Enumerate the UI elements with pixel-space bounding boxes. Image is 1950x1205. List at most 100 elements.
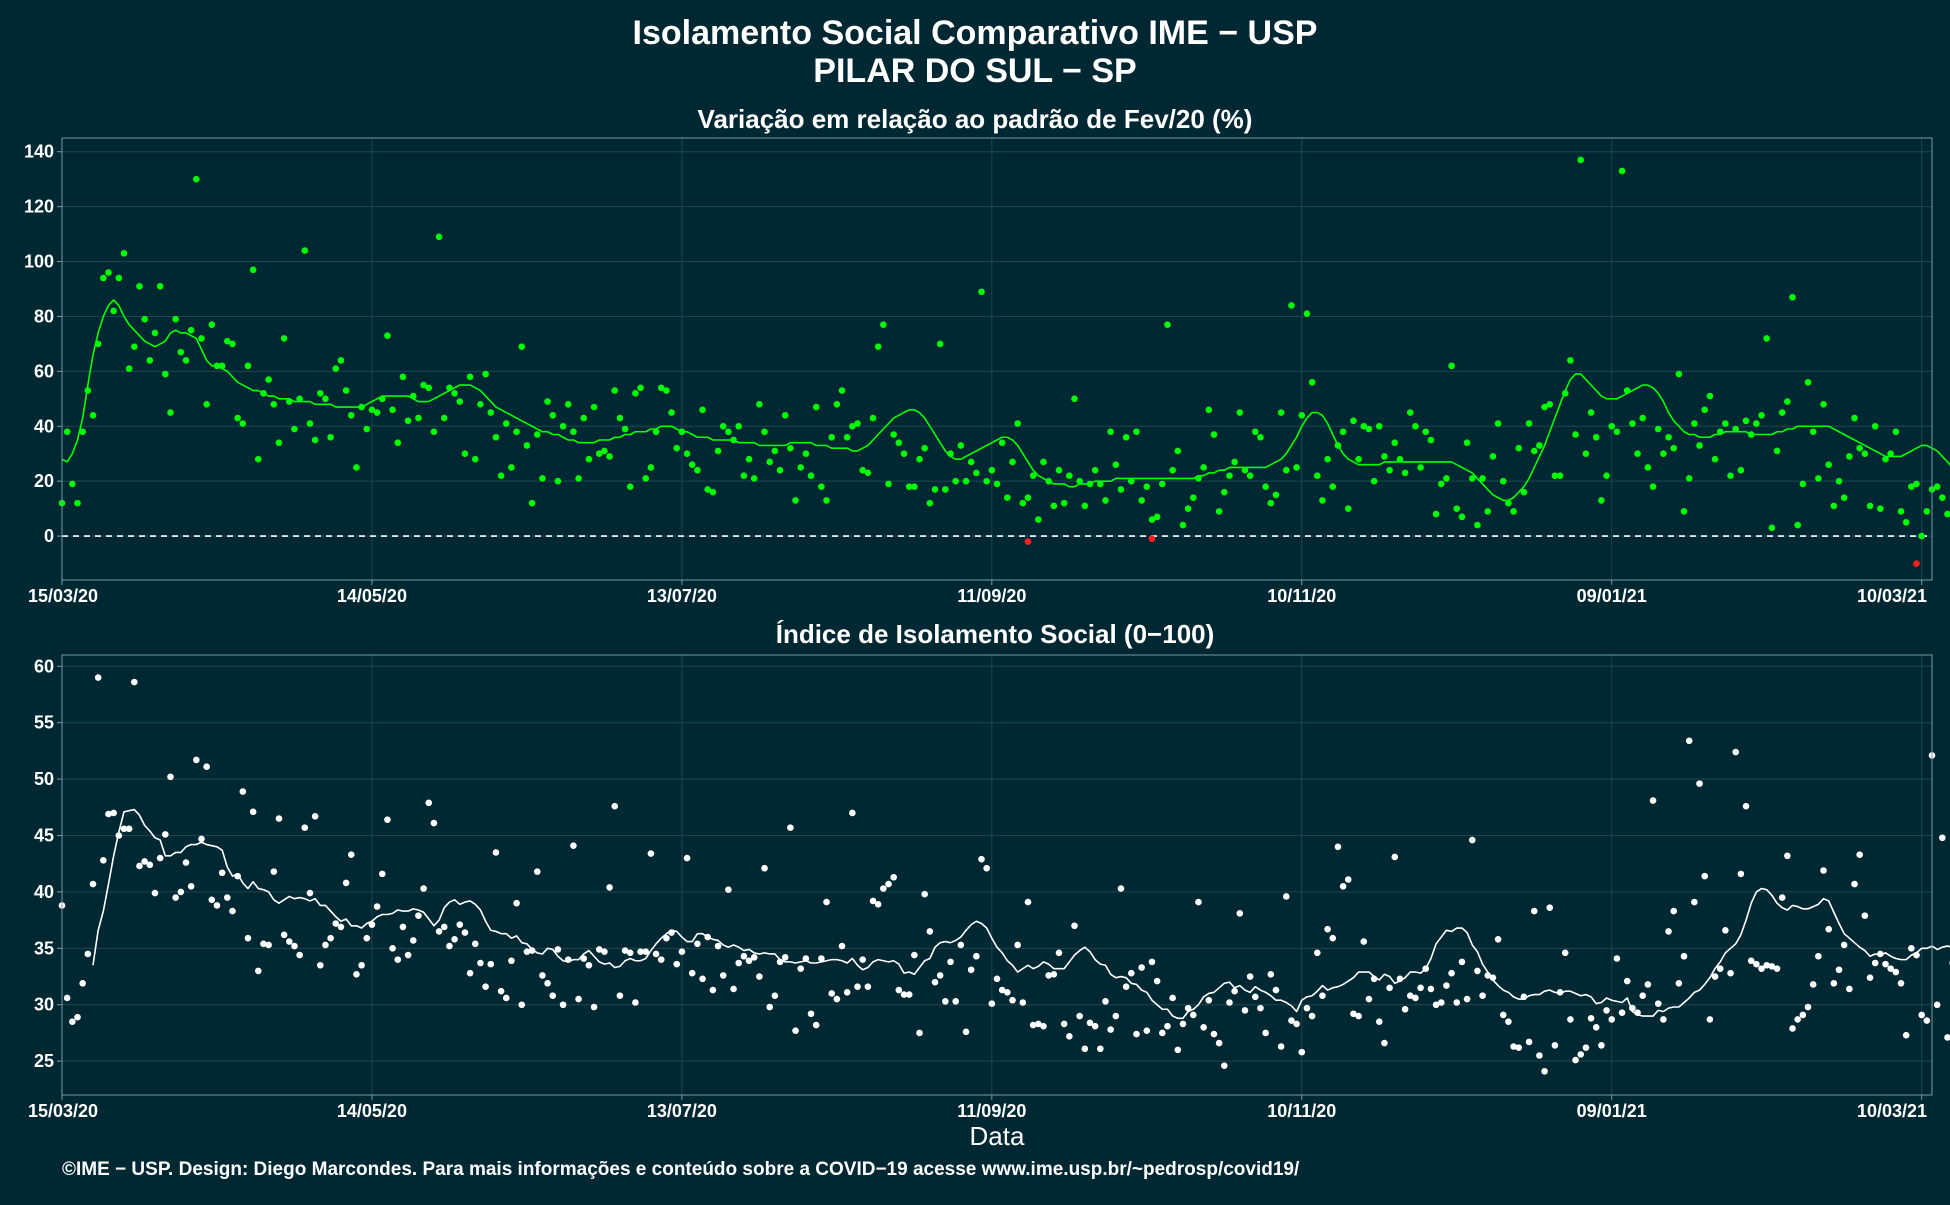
index-daily-point (187, 882, 195, 890)
variation-daily-point (1809, 428, 1817, 436)
index-daily-point (1081, 1045, 1089, 1053)
index-daily-point (828, 990, 835, 997)
index-daily-point (1846, 985, 1853, 993)
variation-daily-point (818, 483, 825, 490)
index-daily-point (1014, 941, 1021, 949)
index-daily-point (1112, 1012, 1120, 1020)
index-daily-point (275, 815, 283, 822)
variation-daily-point (683, 450, 691, 458)
index-daily-point (585, 961, 593, 969)
variation-daily-points (58, 156, 1950, 567)
variation-daily-point (1122, 433, 1130, 441)
variation-daily-point (1174, 447, 1182, 455)
variation-daily-point (1463, 439, 1471, 447)
variation-daily-point (1525, 420, 1533, 427)
variation-daily-point (244, 362, 252, 370)
variation-daily-point (1825, 461, 1832, 469)
variation-daily-point (1541, 403, 1548, 411)
index-y-tick-label: 25 (34, 1051, 54, 1071)
variation-daily-point (1381, 453, 1388, 460)
index-daily-point (1024, 898, 1032, 906)
index-daily-point (399, 923, 407, 931)
index-daily-point (931, 978, 939, 986)
variation-daily-point (451, 390, 458, 397)
variation-daily-point (575, 475, 582, 482)
variation-daily-point (1365, 425, 1373, 433)
variation-daily-point (394, 439, 402, 447)
variation-daily-point (1102, 497, 1109, 504)
variation-daily-point (952, 477, 959, 485)
variation-daily-point (1603, 472, 1610, 479)
variation-daily-point (1711, 455, 1719, 463)
index-daily-point (63, 994, 71, 1002)
index-daily-point (1799, 1011, 1807, 1019)
variation-daily-point (750, 475, 758, 482)
variation-daily-point (1804, 379, 1812, 386)
index-daily-point (1417, 984, 1424, 992)
index-daily-point (1375, 1018, 1383, 1025)
index-daily-point (1329, 934, 1337, 942)
index-daily-point (1654, 1000, 1662, 1007)
index-daily-point (838, 942, 846, 950)
variation-daily-point (1773, 447, 1781, 455)
index-daily-point (1711, 973, 1719, 980)
index-daily-point (1902, 1031, 1910, 1039)
variation-daily-point (1391, 439, 1399, 447)
index-daily-point (962, 1028, 970, 1036)
variation-daily-point (1164, 321, 1171, 328)
index-daily-point (1035, 1020, 1042, 1028)
index-moving-average (92, 808, 1950, 1020)
index-daily-point (1494, 936, 1502, 943)
variation-daily-point (1339, 428, 1347, 436)
index-daily-point (1267, 970, 1275, 978)
variation-daily-point (699, 406, 706, 414)
variation-daily-point (172, 315, 179, 323)
index-daily-point (1582, 1044, 1590, 1051)
index-daily-point (89, 880, 97, 888)
variation-daily-point (1329, 483, 1337, 490)
variation-daily-point (1169, 466, 1176, 474)
index-daily-point (69, 1018, 76, 1025)
variation-daily-point (1515, 444, 1523, 452)
index-daily-point (854, 983, 861, 990)
variation-daily-point (446, 384, 453, 392)
variation-daily-point (1360, 422, 1368, 430)
index-daily-point (905, 991, 913, 998)
variation-y-tick-label: 120 (24, 197, 54, 217)
variation-moving-average-line (61, 299, 1950, 502)
index-daily-point (1422, 965, 1430, 972)
index-daily-point (1334, 843, 1342, 851)
variation-daily-point (358, 403, 365, 411)
variation-daily-point (694, 466, 701, 474)
variation-daily-point (1293, 464, 1300, 471)
variation-daily-point (1468, 475, 1476, 482)
index-daily-point (554, 946, 562, 953)
variation-x-tick-label: 10/03/21 (1857, 586, 1927, 606)
index-daily-point (575, 995, 582, 1003)
index-daily-point (1190, 1011, 1197, 1019)
variation-daily-point (601, 447, 608, 455)
variation-daily-point (368, 406, 376, 414)
variation-daily-point (833, 401, 841, 408)
index-daily-point (1685, 737, 1693, 745)
variation-daily-point (125, 365, 133, 372)
variation-daily-point (1840, 494, 1848, 501)
index-daily-point (1091, 1022, 1099, 1030)
variation-daily-point (843, 433, 851, 441)
index-daily-point (1200, 1024, 1207, 1031)
variation-daily-point (1236, 409, 1244, 416)
variation-daily-point (1153, 513, 1161, 521)
variation-daily-point (1370, 477, 1378, 485)
index-daily-point (1381, 1039, 1388, 1047)
variation-daily-point (1737, 466, 1745, 474)
variation-daily-point (1355, 455, 1362, 463)
variation-daily-point (657, 384, 665, 392)
variation-daily-point (1055, 466, 1063, 474)
variation-y-tick-label: 60 (34, 361, 54, 381)
index-daily-point (1045, 972, 1052, 979)
index-daily-point (1029, 1021, 1037, 1029)
index-daily-point (136, 862, 143, 870)
variation-daily-point (1908, 483, 1915, 490)
index-daily-point (797, 965, 804, 972)
variation-daily-point (1298, 411, 1306, 419)
